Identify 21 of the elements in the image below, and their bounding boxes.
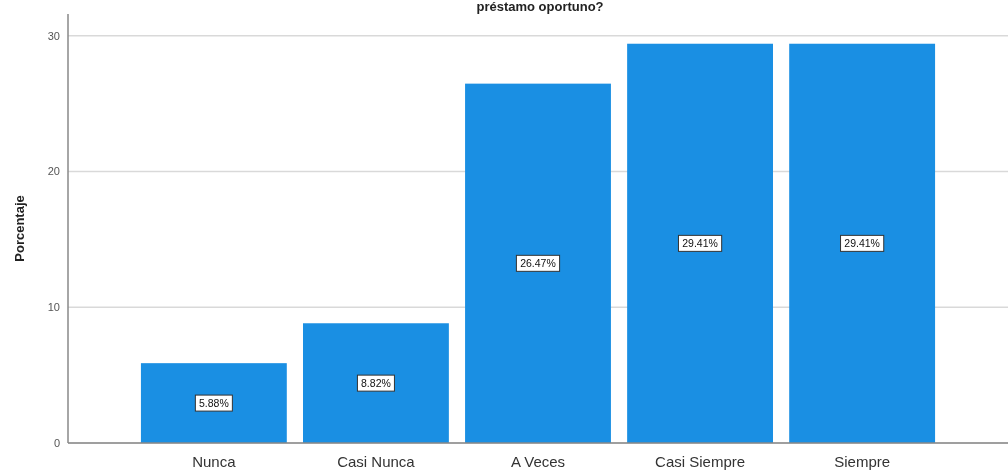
x-tick-label: Siempre bbox=[834, 453, 891, 470]
chart-title: préstamo oportuno? bbox=[476, 0, 604, 14]
data-label: 26.47% bbox=[520, 257, 556, 269]
x-tick-label: Nunca bbox=[192, 453, 237, 470]
y-tick-label: 30 bbox=[47, 29, 60, 42]
x-tick-label: A Veces bbox=[510, 453, 566, 470]
bar bbox=[789, 43, 936, 443]
data-label: 29.41% bbox=[844, 237, 880, 250]
bar bbox=[627, 43, 773, 443]
bar bbox=[303, 323, 449, 443]
data-label: 5.88% bbox=[198, 396, 229, 409]
y-axis-title: Porcentaje bbox=[12, 195, 27, 262]
bar bbox=[465, 83, 611, 443]
y-tick-label: 10 bbox=[47, 301, 60, 314]
y-tick-label: 0 bbox=[53, 436, 60, 449]
bar bbox=[140, 363, 287, 443]
x-tick-label: Casi Siempre bbox=[655, 453, 746, 470]
data-label: 29.41% bbox=[682, 237, 718, 250]
x-tick-label: Casi Nunca bbox=[337, 453, 416, 470]
y-tick-label: 20 bbox=[47, 165, 60, 178]
data-label: 8.82% bbox=[361, 376, 391, 389]
